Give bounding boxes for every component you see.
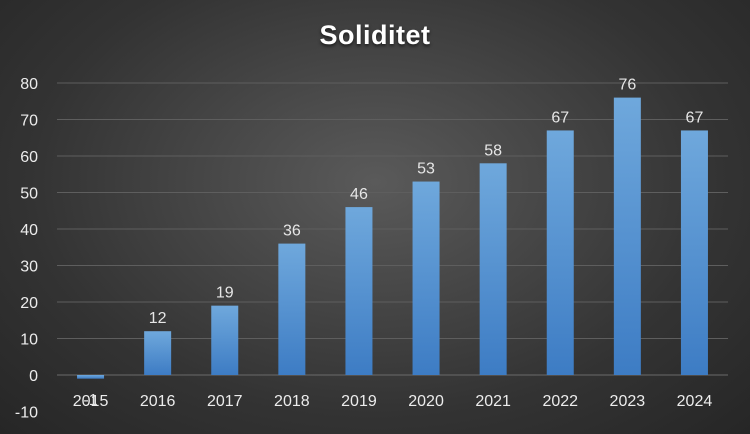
data-label: 19 [216, 285, 234, 302]
y-tick-label: 60 [20, 149, 38, 166]
x-tick-label: 2018 [274, 393, 310, 410]
bar-2019 [345, 207, 373, 375]
bar-2018 [278, 243, 306, 375]
x-axis-ticks: 2015 2016 2017 2018 2019 2020 2021 2022 2023 2024 [73, 393, 713, 410]
y-tick-label: 80 [20, 76, 38, 93]
y-tick-label: 50 [20, 186, 38, 203]
data-label: 12 [149, 310, 167, 327]
y-tick-label: 20 [20, 295, 38, 312]
bar-2015 [77, 375, 105, 379]
y-tick-label: 70 [20, 113, 38, 130]
data-label: 46 [350, 186, 368, 203]
data-label: 67 [686, 109, 704, 126]
data-label: 67 [551, 109, 569, 126]
data-label: 58 [484, 142, 502, 159]
bar-2023 [613, 97, 641, 375]
y-axis-ticks: -10 0 10 20 30 40 50 60 70 80 [15, 76, 38, 422]
data-labels: -1 12 19 36 46 53 58 67 76 67 [83, 77, 703, 409]
x-tick-label: 2019 [341, 393, 377, 410]
bar-2017 [211, 305, 239, 375]
bar-2024 [680, 130, 708, 375]
x-tick-label: 2022 [542, 393, 578, 410]
bar-2020 [412, 181, 440, 375]
bars [77, 97, 708, 379]
y-tick-label: 0 [29, 368, 38, 385]
y-tick-label: 40 [20, 222, 38, 239]
bar-2016 [144, 331, 172, 375]
bar-2021 [479, 163, 507, 375]
chart-title: Soliditet [319, 20, 431, 50]
data-label: 76 [618, 77, 636, 94]
x-tick-label: 2016 [140, 393, 176, 410]
y-tick-label: 30 [20, 259, 38, 276]
x-tick-label: 2020 [408, 393, 444, 410]
bar-2022 [546, 130, 574, 375]
x-tick-label: 2024 [677, 393, 713, 410]
data-label: 36 [283, 223, 301, 240]
data-label: -1 [83, 392, 97, 409]
y-tick-label: -10 [15, 405, 38, 422]
x-tick-label: 2017 [207, 393, 243, 410]
y-tick-label: 10 [20, 332, 38, 349]
data-label: 53 [417, 161, 435, 178]
x-tick-label: 2015 [73, 393, 109, 410]
x-tick-label: 2021 [475, 393, 511, 410]
x-tick-label: 2023 [610, 393, 646, 410]
